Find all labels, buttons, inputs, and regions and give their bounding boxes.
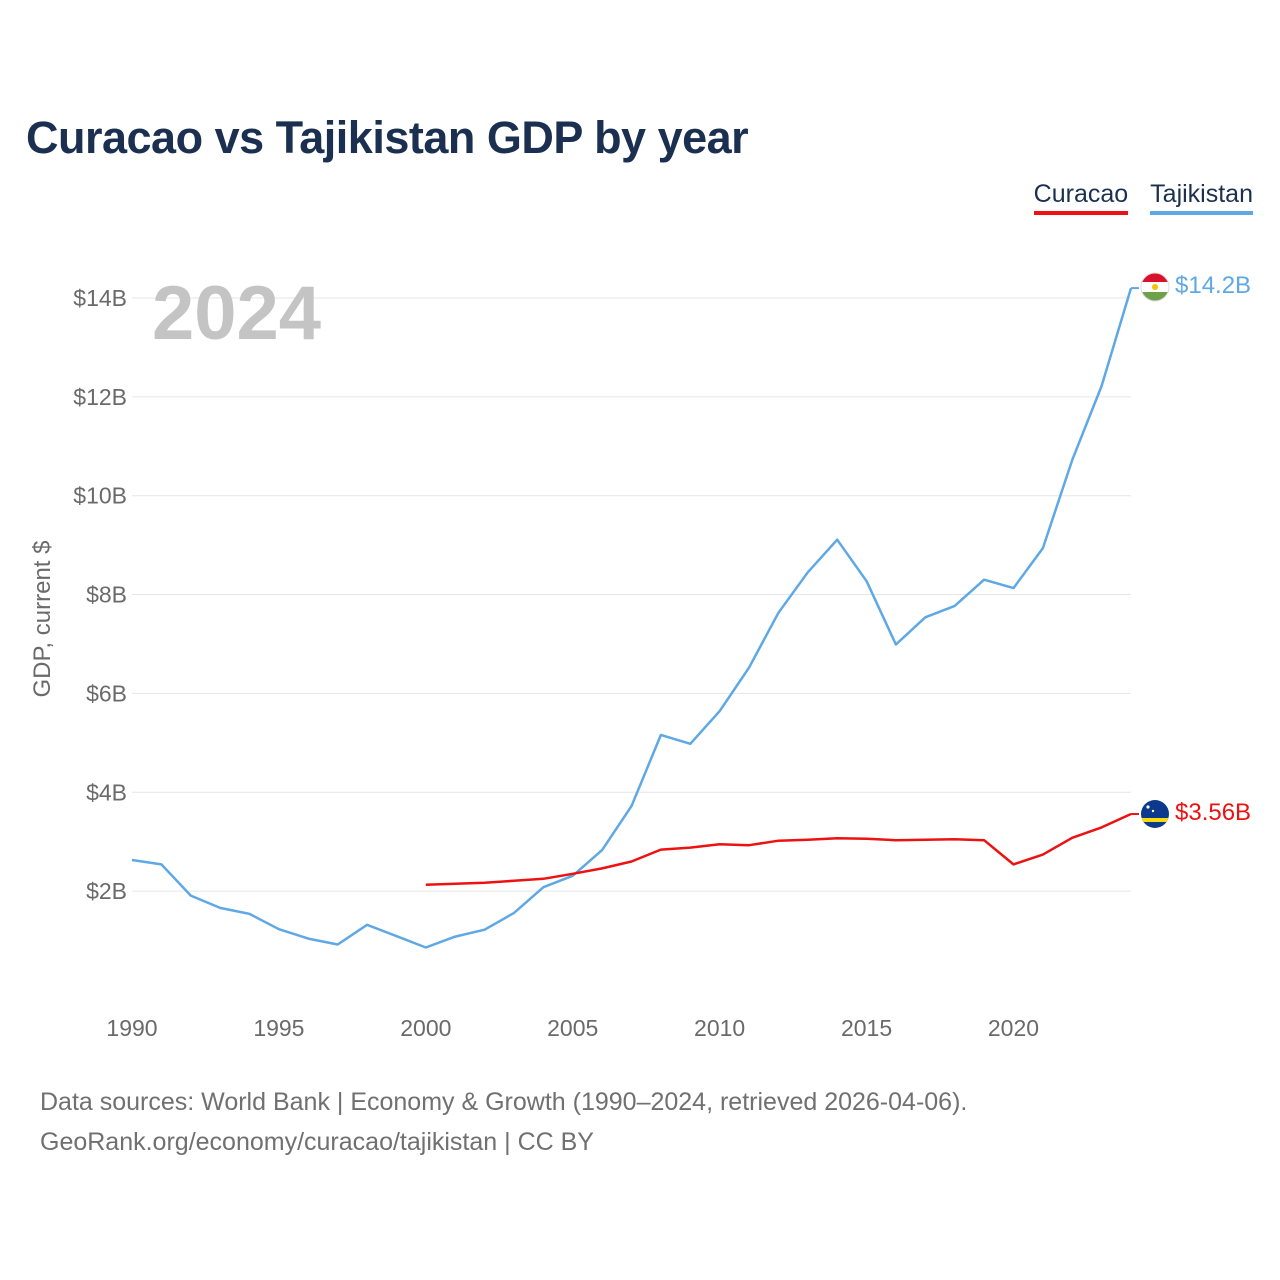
x-tick-label: 1995 [253, 1015, 304, 1041]
legend: Curacao Tajikistan [1033, 180, 1253, 215]
y-tick-label: $2B [86, 878, 127, 904]
legend-item-tajikistan[interactable]: Tajikistan [1150, 180, 1253, 215]
y-tick-label: $10B [73, 483, 127, 509]
gridlines [132, 297, 1131, 892]
curacao-flag-icon [1141, 800, 1169, 828]
x-tick-label: 2005 [547, 1015, 598, 1041]
curacao-end-label: $3.56B [1175, 799, 1251, 826]
source-link[interactable]: GeoRank.org/economy/curacao/tajikistan |… [40, 1128, 594, 1156]
data-source-text: Data sources: World Bank | Economy & Gro… [40, 1088, 968, 1116]
x-tick-label: 2020 [988, 1015, 1039, 1041]
y-tick-label: $12B [73, 384, 127, 410]
line-chart: $2B $4B $6B $8B $10B $12B $14B 1990 1995 2000 200… [29, 271, 1251, 1041]
y-tick-label: $14B [73, 285, 127, 311]
year-watermark: 2024 [152, 271, 321, 356]
y-tick-label: $6B [86, 680, 127, 706]
legend-item-curacao[interactable]: Curacao [1033, 180, 1129, 215]
y-tick-label: $8B [86, 582, 127, 608]
x-tick-label: 2010 [694, 1015, 745, 1041]
tajikistan-flag-icon [1140, 272, 1170, 302]
tajikistan-end-label: $14.2B [1175, 272, 1251, 299]
x-tick-label: 2015 [841, 1015, 892, 1041]
y-tick-label: $4B [86, 779, 127, 805]
series-line-curacao [425, 812, 1132, 886]
footer: Data sources: World Bank | Economy & Gro… [40, 1082, 967, 1162]
y-axis-label: GDP, current $ [29, 541, 56, 698]
series-line-tajikistan [131, 287, 1133, 949]
end-labels: $14.2B $3.56B [1140, 272, 1251, 828]
x-axis-ticks: 1990 1995 2000 2005 2010 2015 2020 [106, 1015, 1039, 1041]
chart-title: Curacao vs Tajikistan GDP by year [26, 112, 749, 163]
series-lines [131, 287, 1139, 949]
y-axis-ticks: $2B $4B $6B $8B $10B $12B $14B [73, 285, 127, 904]
x-tick-label: 2000 [400, 1015, 451, 1041]
x-tick-label: 1990 [106, 1015, 157, 1041]
